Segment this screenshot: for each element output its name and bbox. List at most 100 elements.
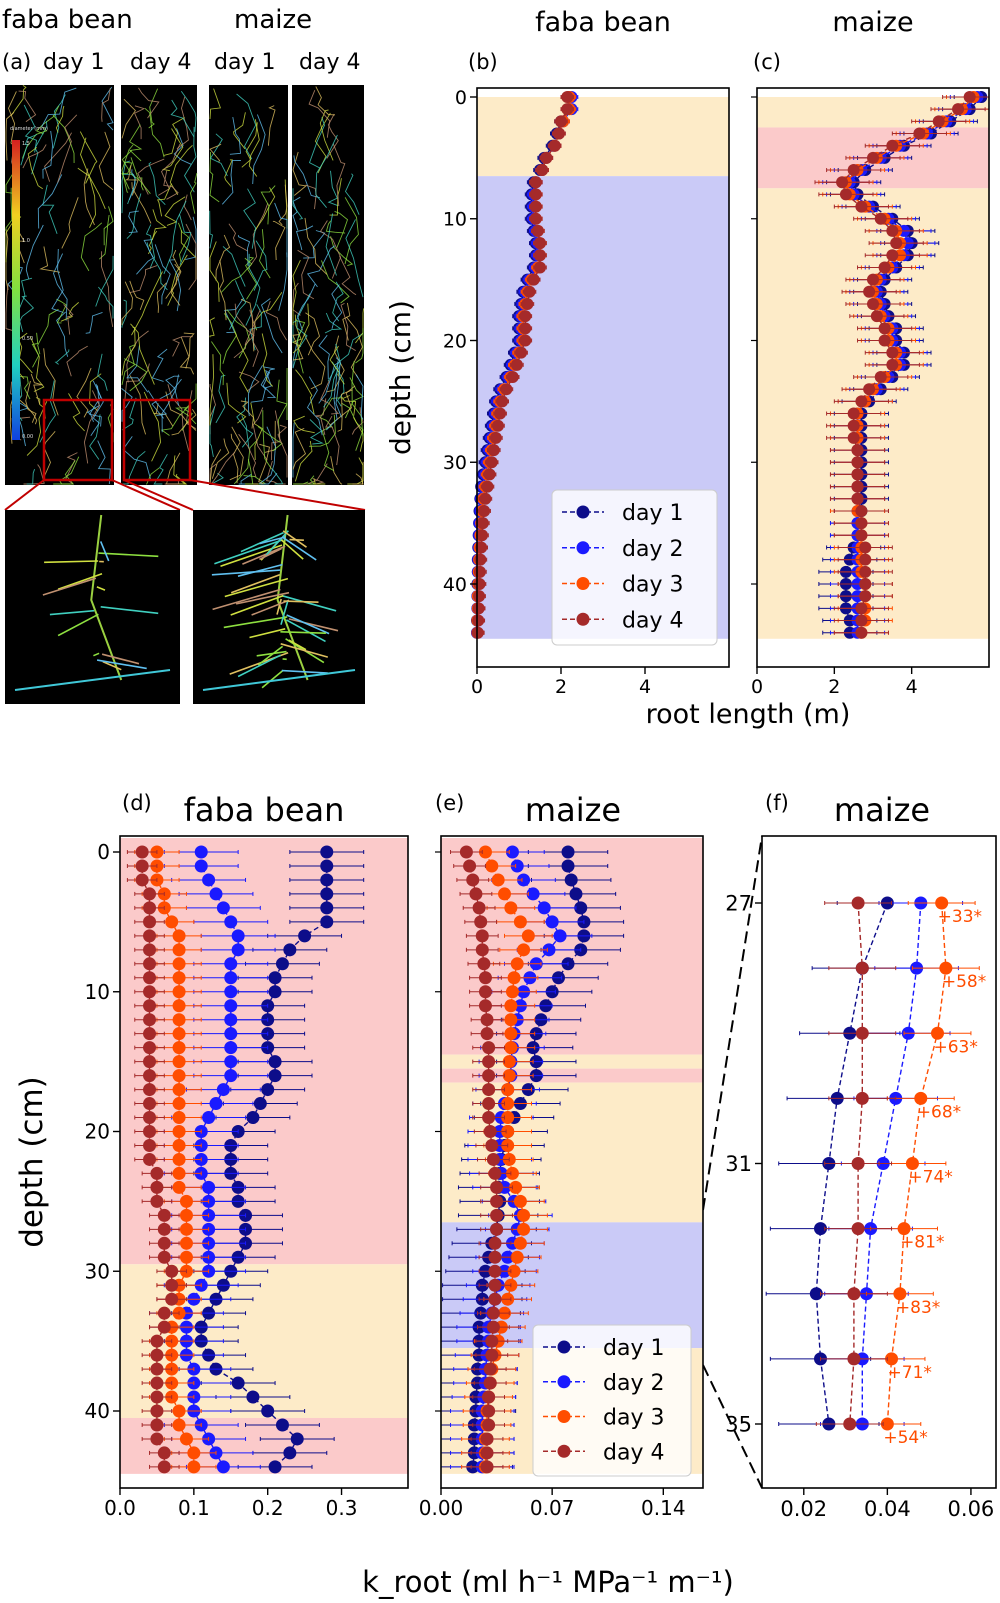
legend-marker xyxy=(557,1444,571,1458)
data-point xyxy=(216,1460,230,1474)
root-stroke xyxy=(130,323,155,385)
x-tick-label: 0.0 xyxy=(104,1496,136,1520)
root-stroke xyxy=(57,114,78,183)
data-point xyxy=(224,1013,238,1027)
data-point xyxy=(472,614,485,627)
data-point xyxy=(855,961,869,975)
root-stroke xyxy=(228,223,248,252)
data-point xyxy=(480,1027,494,1041)
data-point xyxy=(135,859,149,873)
legend-label: day 3 xyxy=(622,573,683,598)
data-point xyxy=(143,901,157,915)
data-point xyxy=(268,985,282,999)
root-stroke xyxy=(234,303,255,346)
root-stroke xyxy=(237,234,251,267)
root-stroke xyxy=(55,105,65,133)
data-point xyxy=(482,1404,496,1418)
data-point xyxy=(143,1097,157,1111)
legend: day 1 day 2 day 3 day 4 xyxy=(551,489,718,646)
data-point xyxy=(482,1083,496,1097)
panel-label-e: (e) xyxy=(435,791,464,815)
root-stroke xyxy=(98,214,110,260)
data-point xyxy=(466,873,480,887)
root-stroke xyxy=(121,388,133,422)
root-stroke xyxy=(183,126,197,193)
root-stroke xyxy=(306,376,323,436)
root-stroke xyxy=(251,599,290,616)
root-stroke xyxy=(129,375,147,435)
legend-box xyxy=(551,489,718,646)
y-tick-label: 40 xyxy=(443,574,467,596)
root-stroke xyxy=(39,380,57,443)
data-point xyxy=(261,1404,275,1418)
data-point xyxy=(157,1236,171,1250)
data-point xyxy=(561,859,575,873)
data-point xyxy=(473,590,486,603)
root-stroke xyxy=(309,414,336,447)
root-stroke xyxy=(293,155,320,199)
series-day-4 xyxy=(815,896,897,1431)
root-stroke xyxy=(85,311,103,334)
root-stroke xyxy=(230,594,284,616)
y-tick-label: 20 xyxy=(85,1120,110,1144)
data-point xyxy=(165,1264,179,1278)
y-tick-label: 31 xyxy=(725,1152,752,1176)
data-point xyxy=(157,1320,171,1334)
root-stroke xyxy=(170,249,182,306)
root-stroke xyxy=(222,246,246,287)
data-point xyxy=(501,1125,515,1138)
root-stroke xyxy=(323,343,342,408)
root-stroke xyxy=(37,308,59,355)
data-point xyxy=(886,249,899,262)
root-stroke xyxy=(211,569,281,576)
root-stroke xyxy=(320,380,340,415)
data-point xyxy=(172,1418,186,1432)
species-label-maize: maize xyxy=(234,5,312,35)
root-stroke xyxy=(66,345,88,377)
series-day-4 xyxy=(814,91,990,639)
data-point xyxy=(501,1083,515,1097)
root-stroke xyxy=(53,460,76,485)
root-stroke xyxy=(209,354,215,426)
data-point xyxy=(473,565,486,578)
root-stroke xyxy=(129,265,158,294)
data-point xyxy=(187,1460,201,1474)
root-stroke xyxy=(151,348,168,382)
root-stroke xyxy=(304,217,328,275)
data-point xyxy=(513,1194,527,1208)
root-stroke xyxy=(131,271,163,336)
root-stroke xyxy=(241,122,258,168)
root-stroke xyxy=(331,284,343,329)
y-tick-label: 20 xyxy=(443,330,467,352)
data-point xyxy=(529,188,542,201)
root-stroke xyxy=(303,333,326,390)
data-point xyxy=(480,1460,494,1474)
root-stroke xyxy=(237,563,283,577)
data-point xyxy=(478,504,491,517)
series-day-4 xyxy=(450,845,513,1474)
panel-label-f: (f) xyxy=(765,791,789,815)
root-stroke xyxy=(281,669,328,674)
root-stroke xyxy=(272,220,286,261)
data-point xyxy=(472,602,485,615)
root-stroke xyxy=(245,256,258,300)
data-point xyxy=(529,200,542,213)
data-point xyxy=(553,929,567,943)
root-stroke xyxy=(147,390,168,416)
data-point xyxy=(890,237,903,250)
title-panel-e: maize xyxy=(525,791,621,829)
data-point xyxy=(905,1157,919,1170)
root-stroke xyxy=(283,600,319,603)
data-point xyxy=(143,971,157,985)
root-stroke xyxy=(233,309,255,359)
root-stroke xyxy=(344,197,359,265)
root-stroke xyxy=(99,541,110,562)
data-point xyxy=(165,915,179,929)
data-point xyxy=(224,1055,238,1069)
legend-label: day 2 xyxy=(603,1371,664,1396)
data-point xyxy=(490,1222,504,1236)
data-point xyxy=(859,553,872,566)
root-stroke xyxy=(39,246,61,273)
data-point xyxy=(886,346,899,359)
